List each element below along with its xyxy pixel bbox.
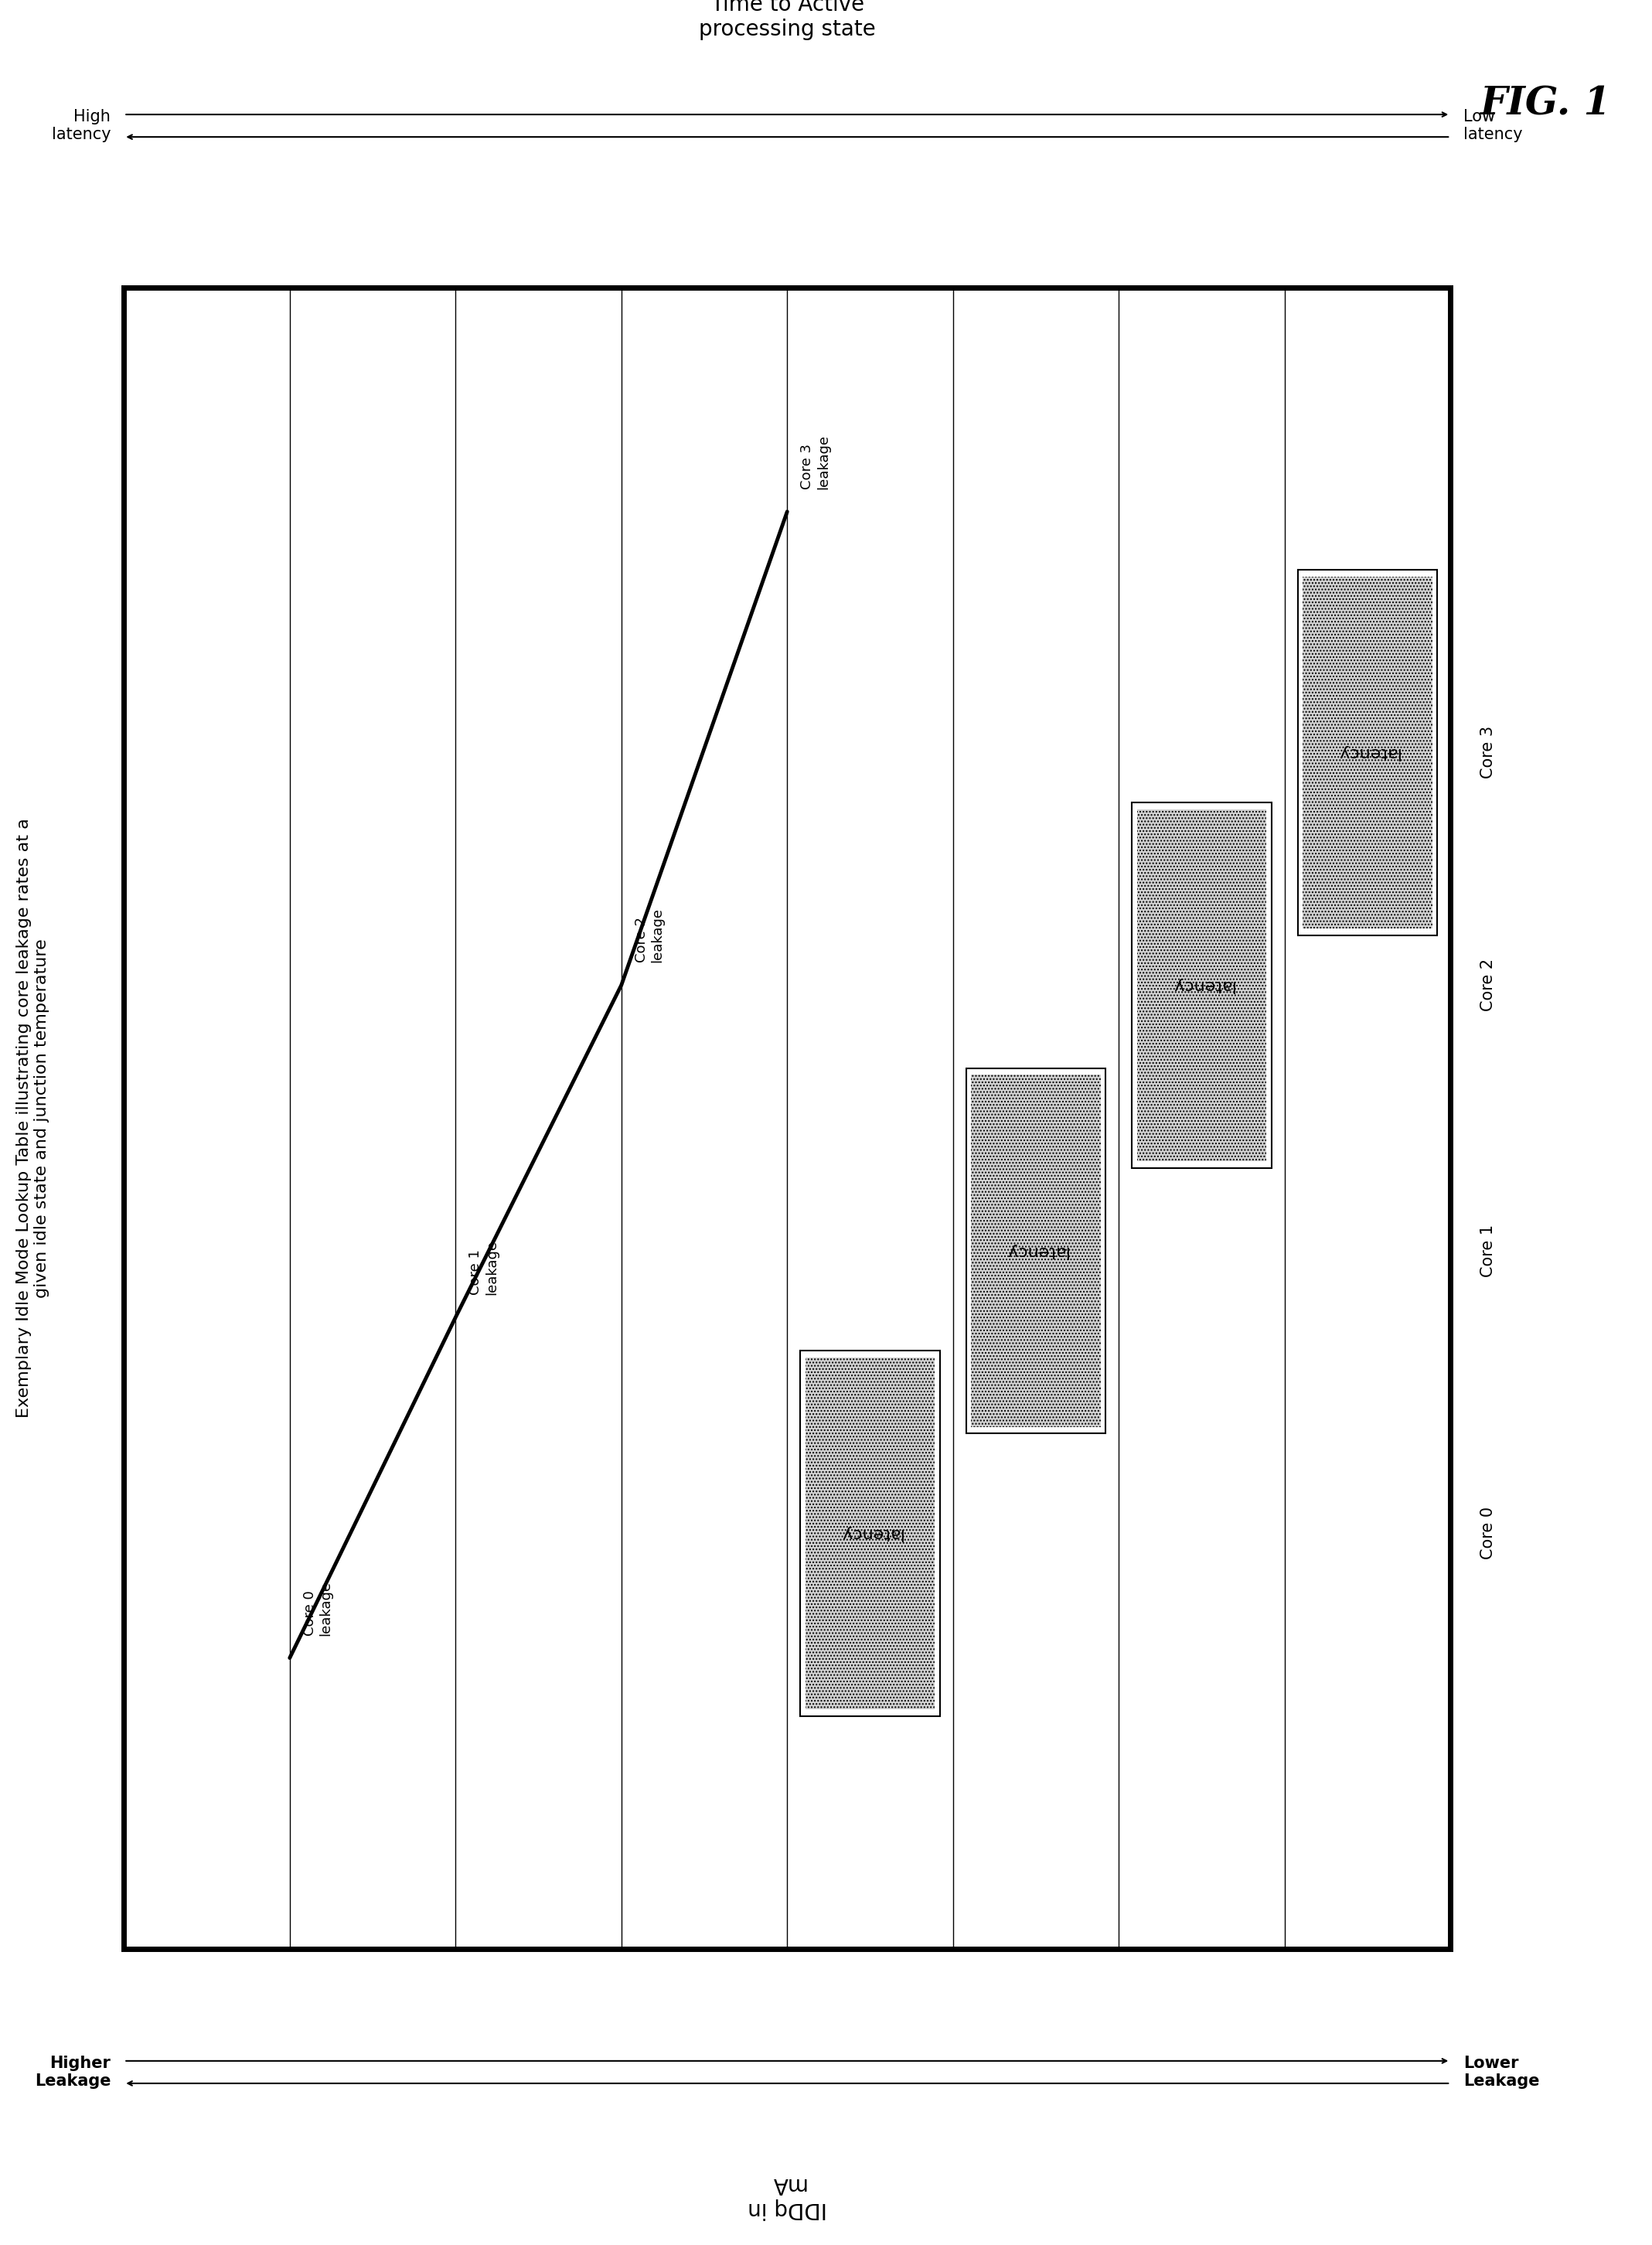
Bar [1132, 801, 1272, 1167]
Text: High
latency: High latency [51, 110, 111, 141]
Text: Lower
Leakage: Lower Leakage [1464, 2056, 1540, 2088]
Text: Core 2: Core 2 [1480, 959, 1495, 1012]
Text: Core 1: Core 1 [1480, 1224, 1495, 1277]
Bar [966, 1069, 1105, 1435]
Bar [1298, 570, 1437, 936]
Text: Core 0: Core 0 [1480, 1506, 1495, 1560]
Text: Higher
Leakage: Higher Leakage [35, 2056, 111, 2088]
Text: Low
latency: Low latency [1464, 110, 1523, 141]
Text: Core 1
leakage: Core 1 leakage [469, 1239, 499, 1295]
Text: Core 3
leakage: Core 3 leakage [801, 433, 831, 489]
Text: IDDq in
mA: IDDq in mA [747, 2173, 828, 2220]
Text: latency: latency [1336, 745, 1399, 761]
Bar [801, 1351, 940, 1715]
Bar [971, 1075, 1100, 1428]
Text: Core 3: Core 3 [1480, 725, 1495, 779]
Text: Time to Active
processing state: Time to Active processing state [699, 0, 876, 40]
Text: Core 2
leakage: Core 2 leakage [634, 907, 664, 963]
Text: latency: latency [1170, 977, 1234, 992]
Bar [806, 1358, 935, 1708]
Text: Core 0
leakage: Core 0 leakage [302, 1580, 334, 1634]
Bar [124, 287, 1450, 1949]
Text: latency: latency [839, 1527, 902, 1540]
Text: latency: latency [1004, 1244, 1067, 1259]
Bar [1303, 577, 1432, 929]
Text: FIG. 1: FIG. 1 [1480, 85, 1611, 123]
Bar [1137, 808, 1267, 1161]
Text: Exemplary Idle Mode Lookup Table illustrating core leakage rates at a
given idle: Exemplary Idle Mode Lookup Table illustr… [17, 817, 50, 1419]
